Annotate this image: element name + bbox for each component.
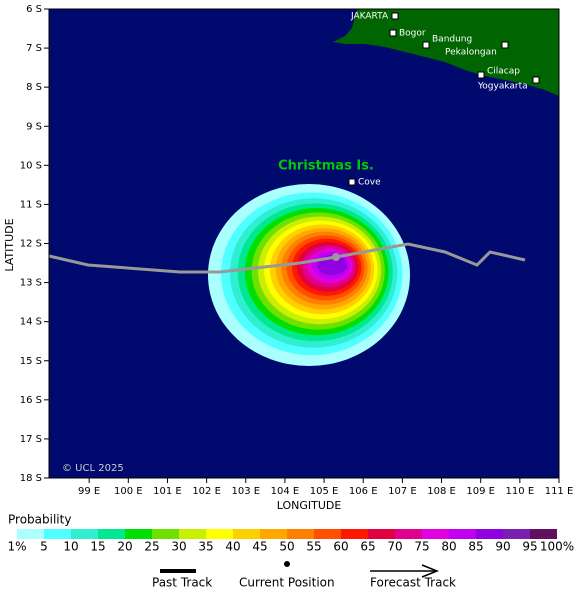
y-tick-label: 18 S (20, 473, 42, 484)
place-label: JAKARTA (350, 12, 389, 22)
x-tick-label: 103 E (231, 486, 260, 497)
place-marker (389, 29, 397, 37)
colorbar-segment (476, 529, 503, 539)
colorbar-label: 60 (333, 540, 348, 554)
current-position-symbol (284, 561, 290, 567)
y-axis-label: LATITUDE (3, 218, 16, 271)
colorbar-segment (314, 529, 341, 539)
colorbar-label: 95 (522, 540, 537, 554)
y-tick-label: 11 S (20, 199, 42, 210)
colorbar-segment (152, 529, 179, 539)
x-tick-label: 99 E (78, 486, 100, 497)
x-tick-label: 109 E (466, 486, 495, 497)
y-tick-label: 15 S (20, 356, 42, 367)
place-marker (532, 76, 540, 84)
colorbar-segment (179, 529, 206, 539)
y-tick-label: 6 S (26, 4, 42, 15)
colorbar-label: 65 (360, 540, 375, 554)
x-tick-label: 105 E (310, 486, 339, 497)
colorbar-label: 90 (495, 540, 510, 554)
colorbar-label: 45 (252, 540, 267, 554)
legend-title: Probability (8, 513, 71, 527)
place-label: Pekalongan (445, 48, 497, 58)
colorbar-label: 50 (279, 540, 294, 554)
x-tick-label: 100 E (114, 486, 143, 497)
colorbar-segment (449, 529, 476, 539)
y-tick-label: 7 S (26, 43, 42, 54)
legend-entry: Current Position (239, 576, 335, 590)
colorbar-segment (17, 529, 44, 539)
colorbar-label: 55 (306, 540, 321, 554)
y-tick-label: 17 S (20, 434, 42, 445)
colorbar-label: 100% (540, 540, 574, 554)
colorbar-segment (395, 529, 422, 539)
x-tick-label: 110 E (506, 486, 535, 497)
y-tick-label: 16 S (20, 395, 42, 406)
legend-entry: Past Track (152, 576, 212, 590)
probability-field (208, 184, 410, 366)
colorbar-segment (44, 529, 71, 539)
place-label: Yogyakarta (477, 82, 528, 92)
x-tick-label: 108 E (427, 486, 456, 497)
place-marker (422, 41, 430, 49)
colorbar-label: 15 (90, 540, 105, 554)
colorbar-label: 70 (387, 540, 402, 554)
colorbar-label: 80 (441, 540, 456, 554)
colorbar-label: 75 (414, 540, 429, 554)
colorbar-segment (530, 529, 557, 539)
colorbar-segment (98, 529, 125, 539)
place-label: Bogor (399, 29, 426, 39)
y-tick-label: 12 S (20, 239, 42, 250)
y-tick-label: 13 S (20, 278, 42, 289)
island-label: Christmas Is. (278, 159, 374, 174)
x-tick-label: 101 E (153, 486, 182, 497)
colorbar-label: 5 (40, 540, 48, 554)
x-axis-label: LONGITUDE (277, 499, 342, 512)
colorbar-segment (287, 529, 314, 539)
colorbar-label: 25 (144, 540, 159, 554)
colorbar-segment (233, 529, 260, 539)
place-marker (501, 41, 509, 49)
colorbar-segment (206, 529, 233, 539)
x-tick-label: 111 E (545, 486, 574, 497)
colorbar-segment (368, 529, 395, 539)
x-tick-label: 102 E (192, 486, 221, 497)
place-label: Cilacap (487, 67, 520, 77)
colorbar-label: 85 (468, 540, 483, 554)
y-tick-label: 10 S (20, 160, 42, 171)
place-label: Bandung (432, 35, 472, 45)
colorbar-segment (260, 529, 287, 539)
place-label: Cove (358, 178, 381, 188)
colorbar-label: 30 (171, 540, 186, 554)
x-tick-label: 104 E (271, 486, 300, 497)
colorbar-segment (125, 529, 152, 539)
colorbar-segment (422, 529, 449, 539)
x-tick-label: 107 E (388, 486, 417, 497)
colorbar-segment (71, 529, 98, 539)
colorbar-label: 35 (198, 540, 213, 554)
legend-entry: Forecast Track (370, 576, 456, 590)
colorbar-segment (341, 529, 368, 539)
y-tick-label: 8 S (26, 82, 42, 93)
colorbar-segment (503, 529, 530, 539)
x-tick-label: 106 E (349, 486, 378, 497)
colorbar-label: 20 (117, 540, 132, 554)
y-tick-label: 9 S (26, 121, 42, 132)
place-marker (348, 178, 356, 186)
colorbar-label: 10 (63, 540, 78, 554)
current-position (332, 253, 340, 261)
forecast-arrow (421, 564, 440, 578)
colorbar-label: 1% (7, 540, 26, 554)
place-marker (391, 12, 399, 20)
y-tick-label: 14 S (20, 317, 42, 328)
place-marker (477, 71, 485, 79)
colorbar-label: 40 (225, 540, 240, 554)
copyright: © UCL 2025 (62, 463, 124, 474)
